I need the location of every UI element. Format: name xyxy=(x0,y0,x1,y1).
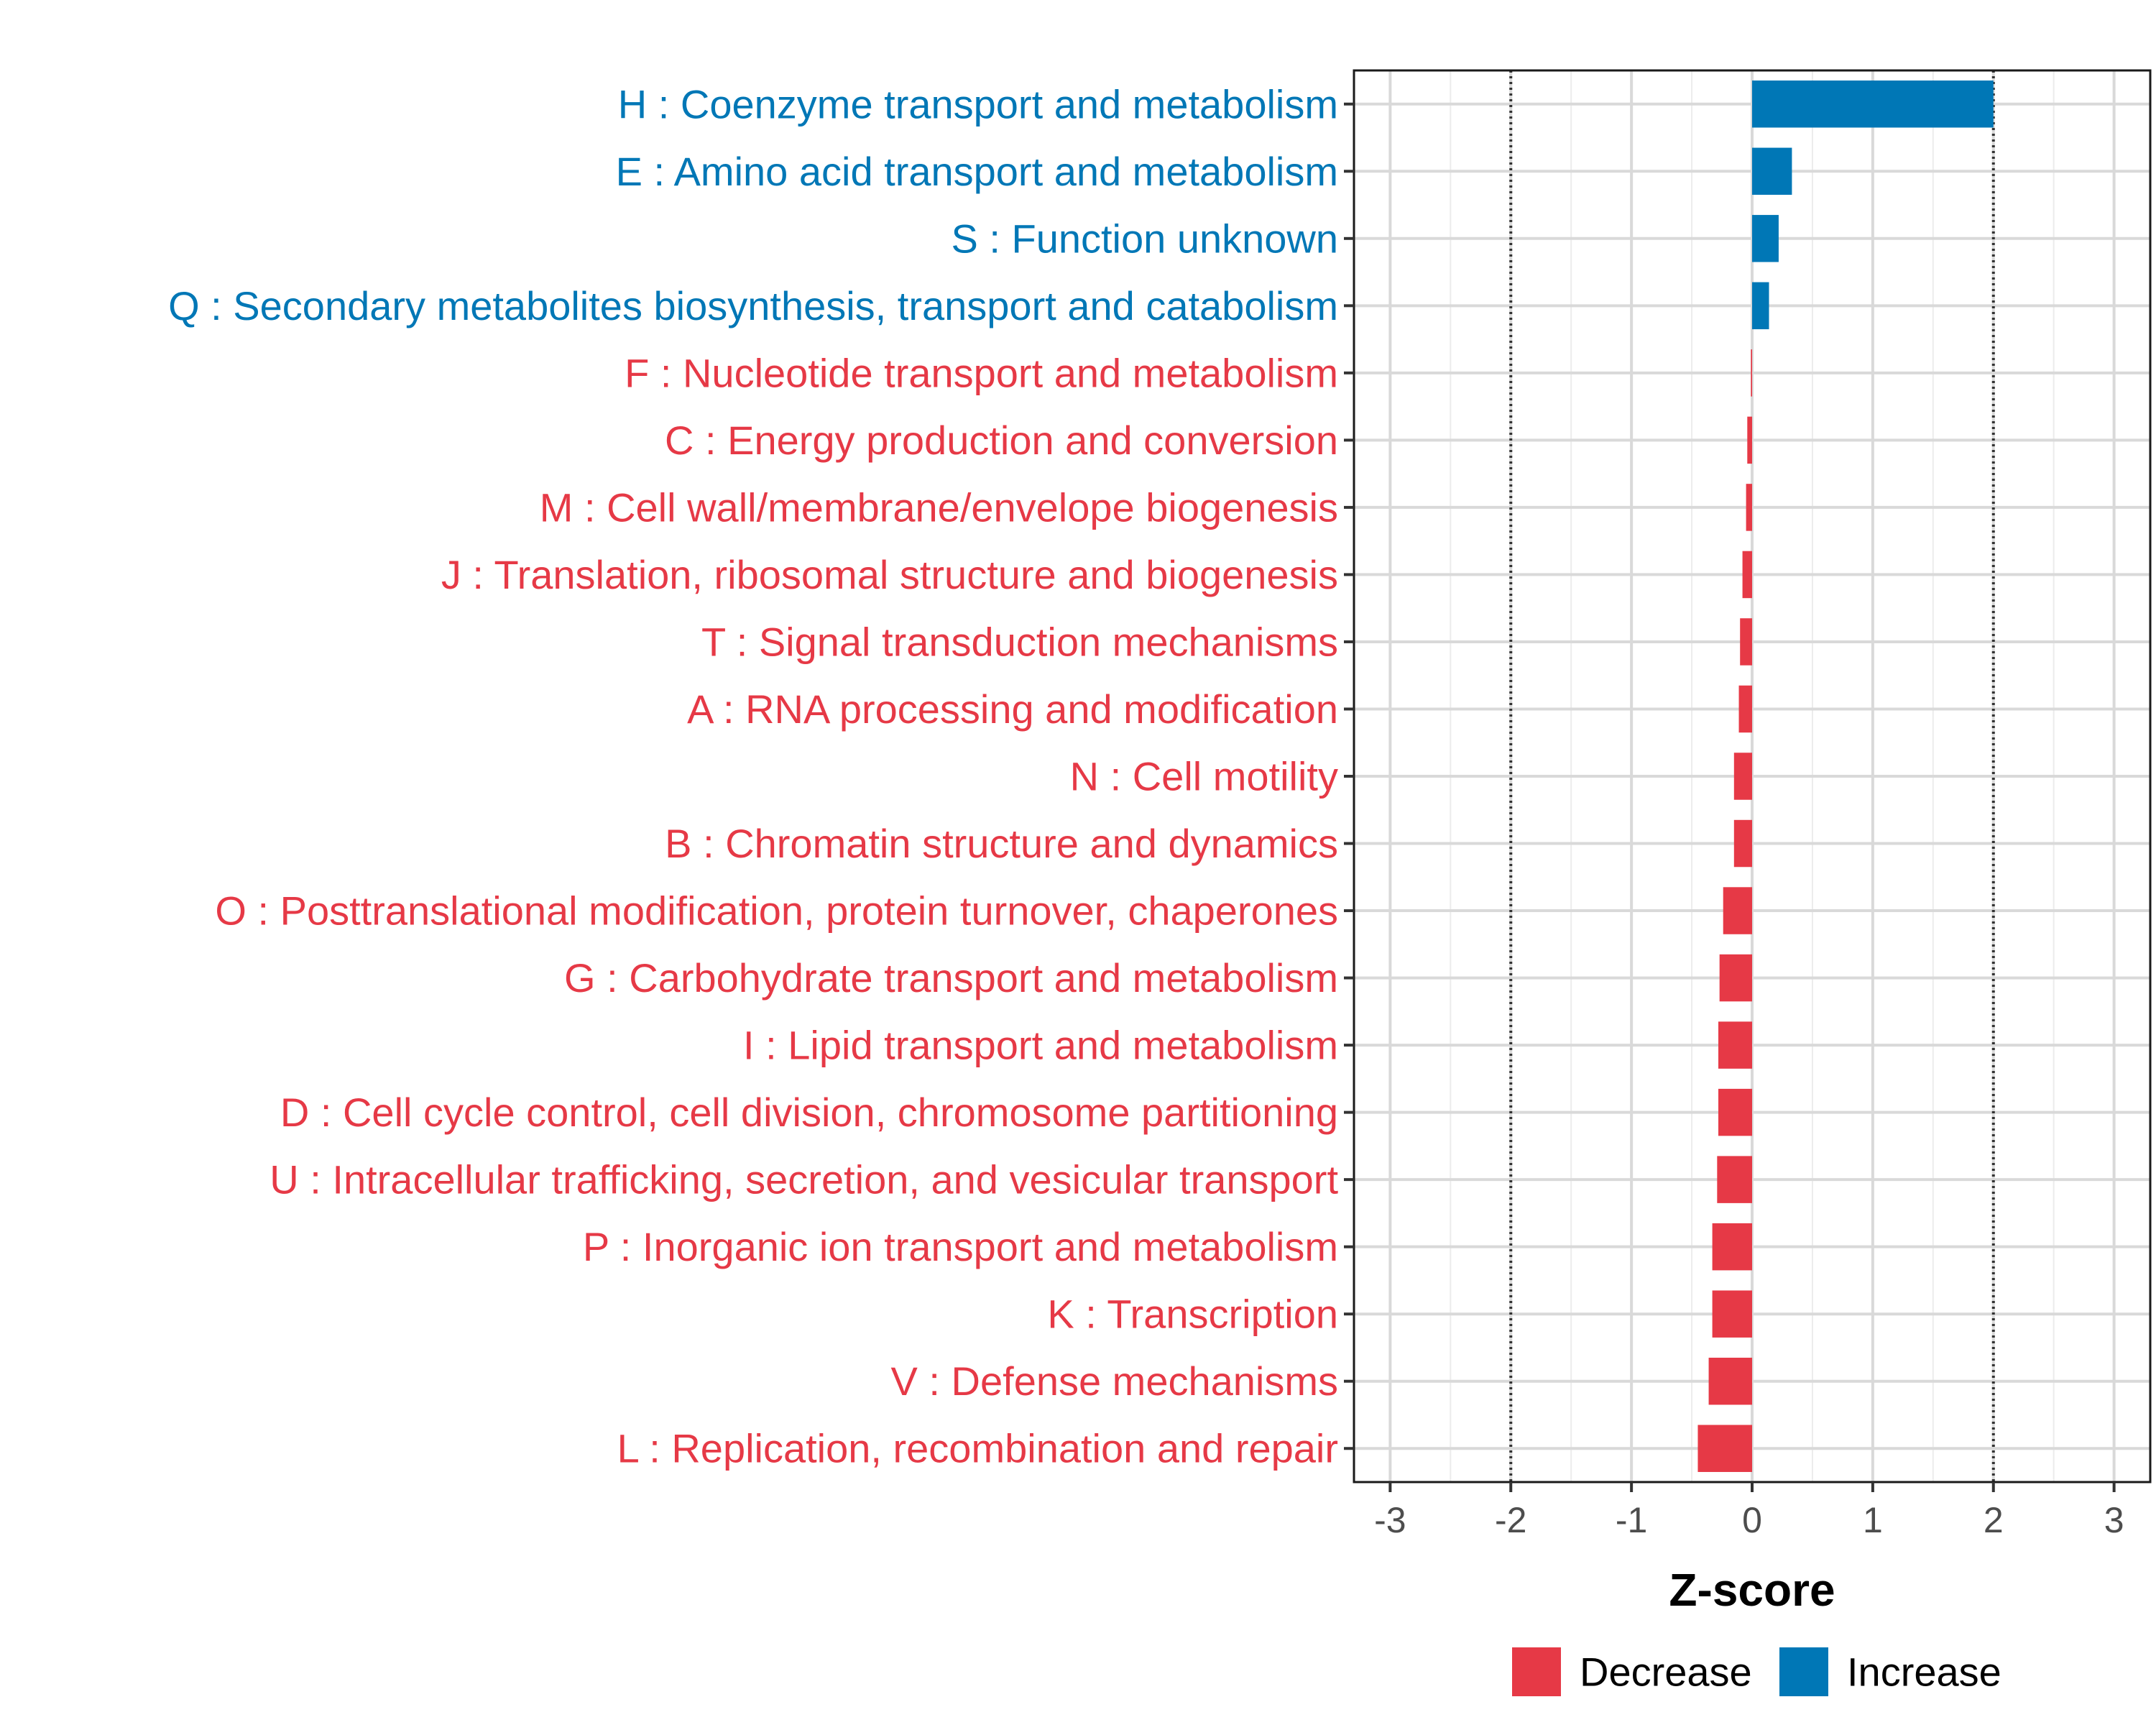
x-tick-label: -1 xyxy=(1616,1500,1647,1540)
category-label: P : Inorganic ion transport and metaboli… xyxy=(583,1224,1338,1269)
bar xyxy=(1742,551,1752,599)
bars xyxy=(1697,80,1994,1472)
category-label: D : Cell cycle control, cell division, c… xyxy=(280,1090,1338,1135)
category-label: F : Nucleotide transport and metabolism xyxy=(625,350,1338,395)
legend: Decrease Increase xyxy=(1512,1647,2001,1696)
bar xyxy=(1752,80,1994,128)
legend-swatch-increase xyxy=(1779,1647,1828,1696)
category-label: U : Intracellular trafficking, secretion… xyxy=(270,1157,1338,1202)
bar xyxy=(1746,484,1752,531)
x-tick-label: 2 xyxy=(1984,1500,2004,1540)
bar xyxy=(1752,282,1769,330)
x-axis-ticks: -3 -2 -1 0 1 2 3 xyxy=(1374,1482,2124,1540)
category-label: Q : Secondary metabolites biosynthesis, … xyxy=(168,283,1338,328)
x-tick-label: -2 xyxy=(1495,1500,1526,1540)
bar xyxy=(1712,1290,1752,1338)
category-label: S : Function unknown xyxy=(951,216,1338,261)
category-label: H : Coenzyme transport and metabolism xyxy=(618,81,1338,126)
category-label: M : Cell wall/membrane/envelope biogenes… xyxy=(540,484,1338,530)
y-axis-ticks xyxy=(1344,102,1354,1450)
bar xyxy=(1718,1088,1752,1136)
category-label: G : Carbohydrate transport and metabolis… xyxy=(564,955,1338,1000)
x-tick-label: 0 xyxy=(1742,1500,1762,1540)
bar xyxy=(1723,887,1752,934)
x-tick-label: -3 xyxy=(1374,1500,1406,1540)
x-tick-label: 1 xyxy=(1863,1500,1883,1540)
bar xyxy=(1718,1021,1752,1069)
category-label: E : Amino acid transport and metabolism xyxy=(616,149,1338,194)
category-label: T : Signal transduction mechanisms xyxy=(701,619,1338,664)
bar xyxy=(1708,1357,1752,1405)
bar xyxy=(1752,147,1792,196)
category-label: J : Translation, ribosomal structure and… xyxy=(441,552,1338,597)
category-label: C : Energy production and conversion xyxy=(665,418,1338,463)
bar xyxy=(1738,685,1752,733)
bar xyxy=(1717,1156,1752,1203)
bar xyxy=(1752,215,1779,262)
category-label: O : Posttranslational modification, prot… xyxy=(215,888,1338,934)
bar xyxy=(1751,349,1752,397)
bar xyxy=(1733,819,1752,868)
category-label: K : Transcription xyxy=(1047,1292,1338,1337)
legend-swatch-decrease xyxy=(1512,1647,1561,1696)
category-label: B : Chromatin structure and dynamics xyxy=(665,821,1338,866)
bar xyxy=(1733,753,1752,800)
bar xyxy=(1740,618,1752,666)
legend-label-increase: Increase xyxy=(1847,1650,2001,1695)
category-label: V : Defense mechanisms xyxy=(891,1358,1338,1404)
bar xyxy=(1712,1223,1752,1271)
bar xyxy=(1719,954,1752,1002)
category-label: L : Replication, recombination and repai… xyxy=(617,1426,1338,1471)
y-axis-category-labels: H : Coenzyme transport and metabolism E :… xyxy=(168,81,1338,1471)
x-tick-label: 3 xyxy=(2104,1500,2124,1540)
legend-label-decrease: Decrease xyxy=(1580,1650,1752,1695)
category-label: I : Lipid transport and metabolism xyxy=(743,1023,1338,1068)
category-label: A : RNA processing and modification xyxy=(687,686,1338,732)
bar xyxy=(1747,416,1752,464)
bar xyxy=(1697,1425,1752,1472)
category-label: N : Cell motility xyxy=(1070,754,1338,799)
x-axis-title: Z-score xyxy=(1669,1564,1835,1616)
